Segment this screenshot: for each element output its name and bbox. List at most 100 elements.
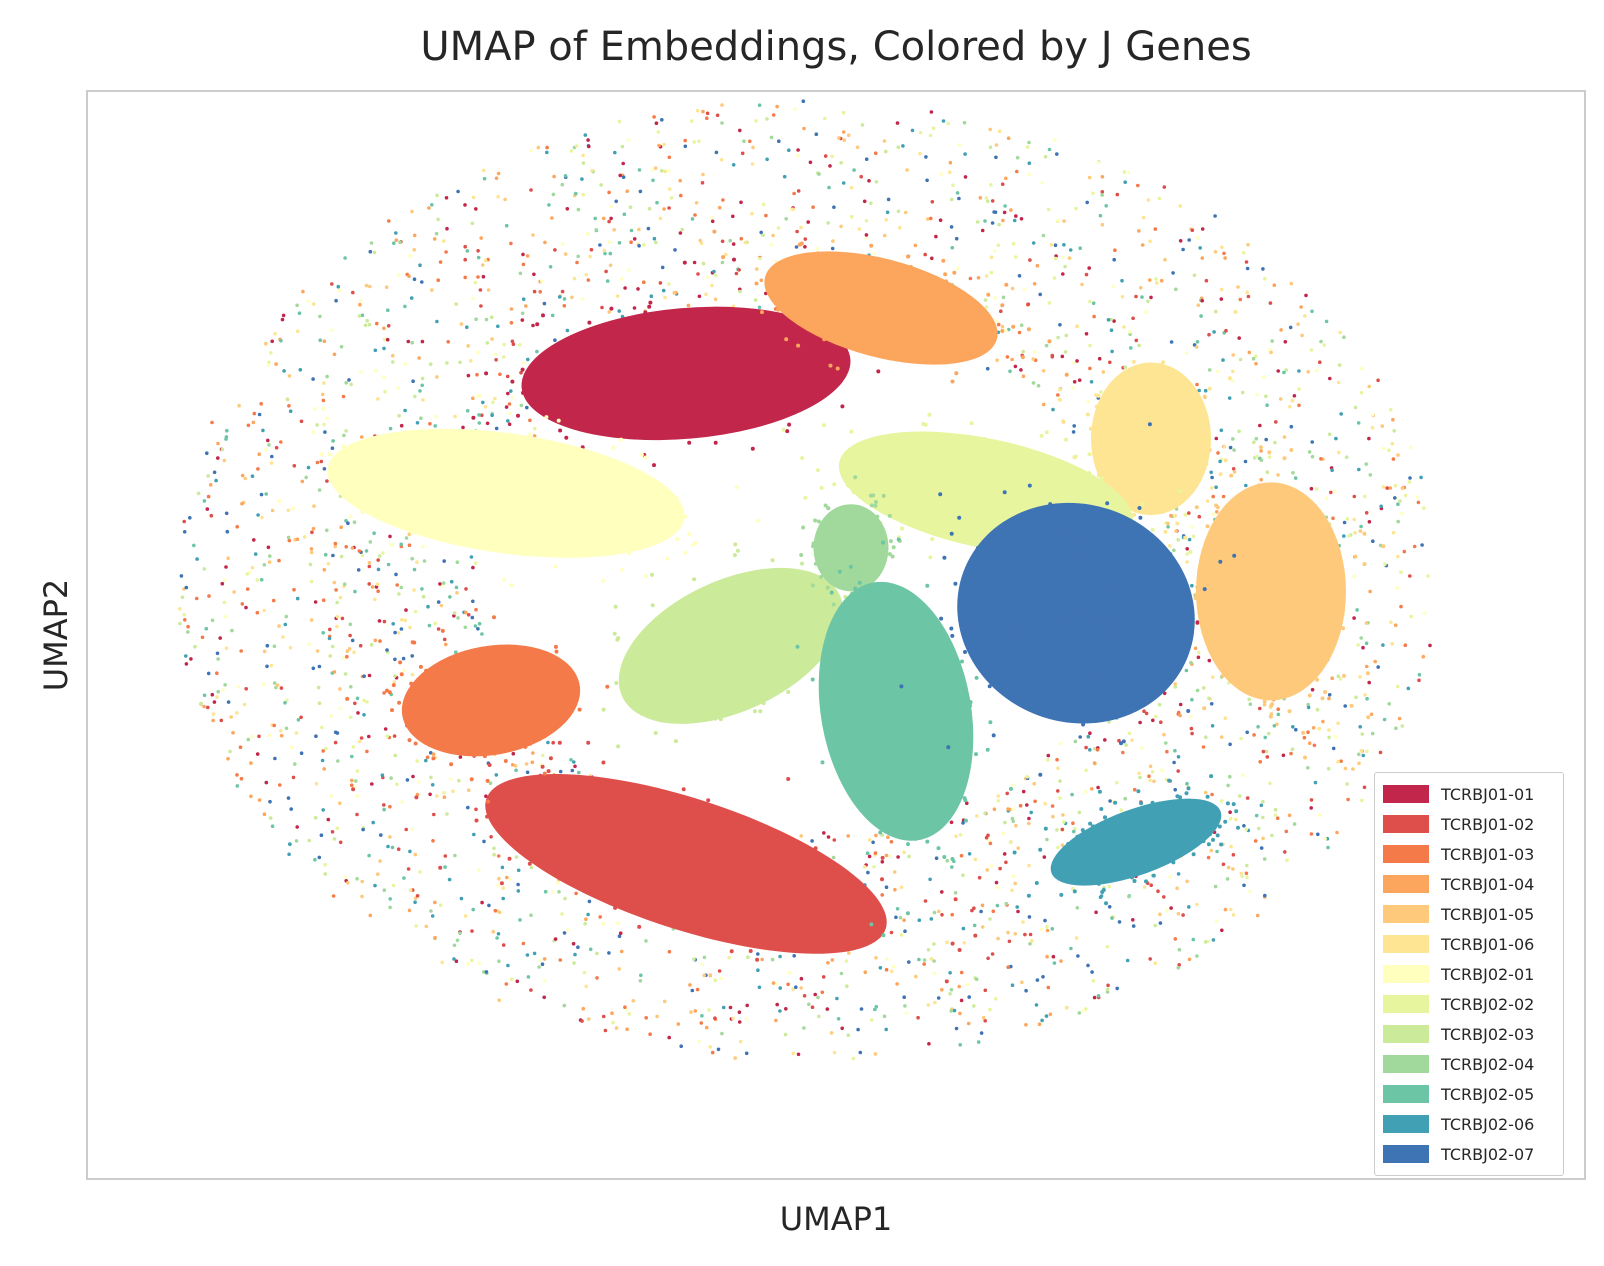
scatter-point: [542, 979, 547, 983]
scatter-point: [417, 730, 422, 735]
scatter-point: [1100, 175, 1105, 179]
scatter-point: [1174, 529, 1178, 533]
scatter-point: [365, 700, 369, 704]
scatter-point: [941, 119, 946, 123]
scatter-point: [391, 353, 395, 358]
scatter-point: [1342, 520, 1347, 525]
scatter-point: [1196, 426, 1201, 431]
scatter-point: [998, 459, 1003, 464]
scatter-point: [307, 838, 311, 843]
scatter-point: [876, 646, 881, 651]
scatter-point: [394, 238, 399, 242]
scatter-point: [950, 865, 954, 869]
scatter-point: [449, 501, 453, 506]
scatter-point: [544, 471, 549, 476]
scatter-point: [1006, 930, 1010, 935]
scatter-point: [575, 496, 580, 501]
scatter-point: [935, 512, 940, 517]
scatter-point: [1045, 837, 1049, 842]
scatter-point: [1127, 894, 1131, 899]
scatter-point: [199, 701, 203, 706]
scatter-point: [1025, 775, 1030, 779]
scatter-point: [510, 379, 515, 384]
scatter-point: [259, 577, 264, 582]
scatter-point: [1301, 510, 1306, 515]
scatter-point: [288, 409, 293, 414]
scatter-point: [896, 145, 900, 149]
scatter-point: [480, 413, 484, 418]
scatter-point: [892, 510, 897, 515]
scatter-point: [344, 429, 348, 433]
scatter-point: [907, 688, 912, 693]
scatter-point: [907, 457, 912, 462]
scatter-point: [557, 492, 562, 497]
scatter-point: [397, 700, 402, 705]
scatter-point: [355, 444, 360, 449]
scatter-point: [1294, 523, 1299, 528]
scatter-point: [1185, 547, 1189, 551]
scatter-point: [323, 862, 327, 867]
scatter-point: [801, 99, 806, 103]
scatter-point: [1090, 970, 1094, 974]
scatter-point: [573, 764, 577, 769]
scatter-point: [264, 341, 268, 346]
scatter-point: [343, 875, 347, 879]
scatter-point: [836, 1017, 841, 1021]
scatter-point: [1371, 413, 1375, 417]
scatter-point: [767, 929, 772, 934]
scatter-point: [791, 207, 795, 211]
scatter-point: [771, 981, 776, 985]
scatter-point: [1204, 735, 1208, 739]
scatter-point: [586, 912, 590, 917]
scatter-point: [1302, 735, 1307, 740]
scatter-point: [928, 488, 933, 493]
scatter-point: [880, 855, 885, 860]
scatter-point: [643, 455, 648, 460]
scatter-point: [802, 1026, 806, 1030]
scatter-point: [901, 144, 905, 148]
scatter-point: [911, 489, 916, 494]
scatter-point: [371, 820, 376, 825]
scatter-point: [225, 529, 230, 534]
scatter-point: [1137, 477, 1142, 482]
scatter-point: [1221, 358, 1225, 362]
scatter-point: [260, 515, 264, 520]
scatter-point: [295, 537, 300, 541]
scatter-point: [219, 718, 224, 723]
scatter-point: [186, 624, 190, 629]
scatter-point: [364, 549, 369, 553]
scatter-point: [1185, 808, 1190, 813]
scatter-point: [1385, 486, 1389, 490]
scatter-point: [1251, 356, 1256, 361]
scatter-point: [472, 753, 477, 758]
scatter-point: [526, 975, 531, 979]
scatter-point: [979, 909, 983, 914]
scatter-point: [860, 578, 865, 583]
scatter-point: [837, 514, 842, 519]
scatter-point: [777, 651, 782, 656]
scatter-point: [321, 808, 325, 812]
scatter-point: [734, 485, 739, 490]
scatter-point: [1358, 725, 1362, 729]
scatter-point: [482, 506, 487, 511]
scatter-point: [1227, 533, 1232, 538]
scatter-point: [716, 1047, 721, 1052]
scatter-point: [761, 233, 765, 237]
scatter-point: [1306, 766, 1310, 770]
scatter-point: [344, 381, 349, 385]
scatter-point: [368, 540, 373, 544]
scatter-point: [403, 618, 408, 623]
scatter-point: [990, 952, 995, 956]
scatter-point: [1068, 496, 1072, 501]
scatter-point: [1004, 860, 1008, 865]
scatter-point: [1262, 548, 1267, 553]
scatter-point: [852, 168, 856, 172]
scatter-point: [824, 317, 829, 322]
scatter-point: [567, 842, 572, 847]
scatter-point: [950, 751, 955, 756]
scatter-point: [403, 408, 407, 413]
scatter-point: [884, 853, 889, 858]
scatter-point: [369, 643, 374, 647]
scatter-point: [1263, 276, 1267, 281]
scatter-point: [795, 644, 800, 649]
